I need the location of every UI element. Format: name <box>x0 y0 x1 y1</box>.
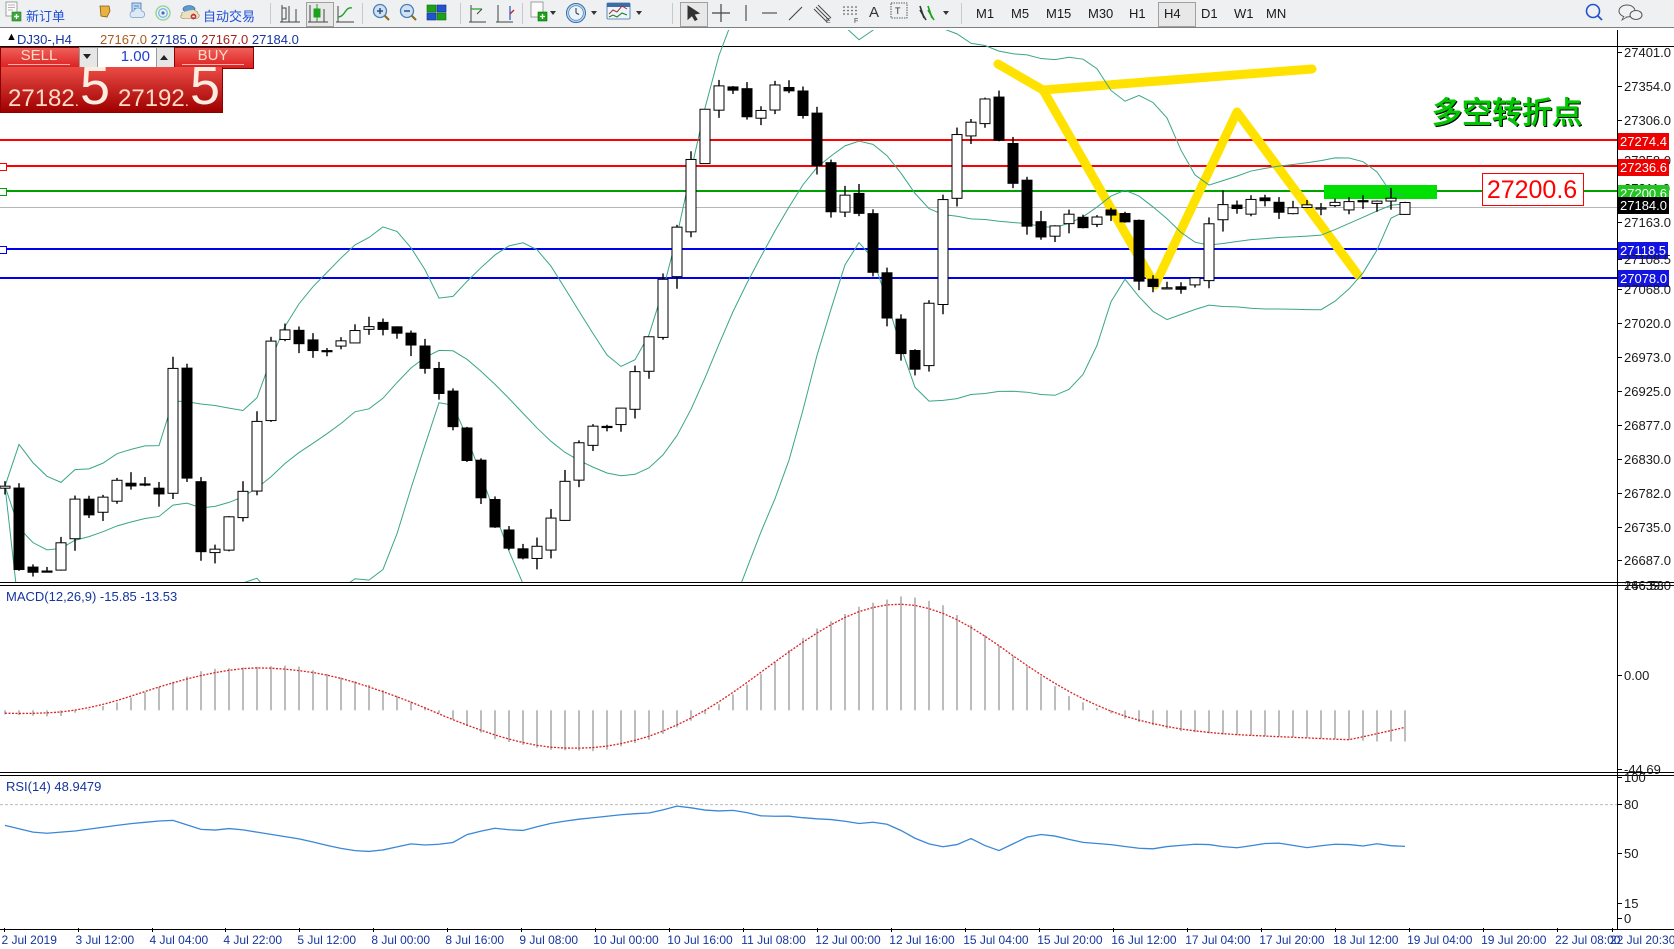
svg-text:F: F <box>854 18 858 25</box>
svg-text:E: E <box>826 18 831 25</box>
svg-text:T: T <box>895 6 901 16</box>
